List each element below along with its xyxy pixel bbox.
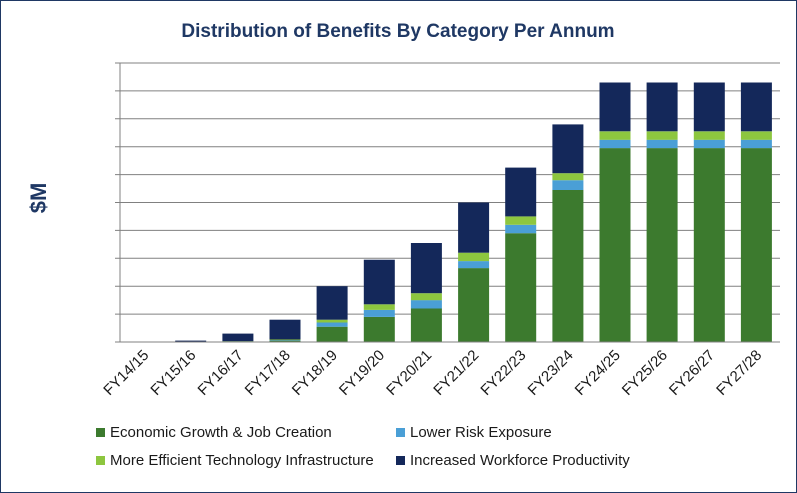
bar-segment <box>458 261 490 269</box>
bar-segment <box>269 340 301 342</box>
bar-segment <box>316 322 348 327</box>
x-tick-label: FY27/28 <box>713 347 765 399</box>
legend-label: Lower Risk Exposure <box>410 424 552 441</box>
bar-segment <box>646 131 678 140</box>
x-tick-label: FY14/15 <box>100 347 152 399</box>
x-tick-label: FY21/22 <box>430 347 482 399</box>
chart-title: Distribution of Benefits By Category Per… <box>181 21 614 42</box>
bar-segment <box>363 309 395 317</box>
bar-segment <box>410 243 442 294</box>
bar-segment <box>222 333 254 342</box>
y-axis-label: $M <box>26 183 51 214</box>
bar-segment <box>552 124 584 174</box>
legend: Economic Growth & Job Creation Lower Risk… <box>96 424 630 469</box>
bar-segment <box>410 300 442 309</box>
bar-segment <box>552 189 584 342</box>
bar-segment <box>458 202 490 253</box>
bars <box>175 82 772 342</box>
legend-swatch <box>96 456 105 465</box>
bar-segment <box>599 139 631 149</box>
x-tick-label: FY23/24 <box>525 347 577 399</box>
bar-segment <box>599 131 631 140</box>
x-tick-label: FY26/27 <box>666 347 718 399</box>
bar-segment <box>599 148 631 342</box>
x-tick-label: FY22/23 <box>477 347 529 399</box>
bar-segment <box>363 316 395 342</box>
bar-segment <box>316 326 348 342</box>
bar-segment <box>410 308 442 342</box>
bar-segment <box>740 139 772 149</box>
gridlines <box>115 62 780 343</box>
legend-label: Economic Growth & Job Creation <box>110 424 332 441</box>
bar-segment <box>316 319 348 323</box>
x-tick-label: FY25/26 <box>619 347 671 399</box>
bar-segment <box>599 82 631 132</box>
bar-segment <box>458 268 490 342</box>
bar-segment <box>363 259 395 305</box>
bar-segment <box>316 286 348 320</box>
bar-segment <box>646 148 678 342</box>
bar-segment <box>740 82 772 132</box>
x-tick-label: FY19/20 <box>336 347 388 399</box>
bar-segment <box>693 139 725 149</box>
bar-segment <box>693 148 725 342</box>
bar-segment <box>740 148 772 342</box>
x-tick-label: FY18/19 <box>289 347 341 399</box>
bar-segment <box>363 304 395 310</box>
bar-segment <box>552 173 584 181</box>
bar-segment <box>740 131 772 140</box>
legend-label: Increased Workforce Productivity <box>410 452 630 469</box>
x-tick-label: FY16/17 <box>195 347 247 399</box>
bar-segment <box>458 252 490 262</box>
legend-swatch <box>396 428 405 437</box>
x-tick-labels: FY14/15FY15/16FY16/17FY17/18FY18/19FY19/… <box>100 347 765 399</box>
bar-segment <box>505 233 537 342</box>
legend-label: More Efficient Technology Infrastructure <box>110 452 374 469</box>
bar-segment <box>505 216 537 225</box>
x-tick-label: FY15/16 <box>147 347 199 399</box>
bar-segment <box>646 139 678 149</box>
legend-swatch <box>96 428 105 437</box>
bar-segment <box>410 293 442 301</box>
x-tick-label: FY24/25 <box>572 347 624 399</box>
bar-segment <box>505 167 537 217</box>
bar-segment <box>693 82 725 132</box>
bar-segment <box>693 131 725 140</box>
bar-segment <box>269 339 301 341</box>
bar-segment <box>269 340 301 341</box>
bar-segment <box>646 82 678 132</box>
bar-segment <box>269 319 301 340</box>
bar-segment <box>552 180 584 190</box>
x-tick-label: FY17/18 <box>242 347 294 399</box>
bar-segment <box>505 224 537 234</box>
bar-segment <box>175 340 207 342</box>
legend-swatch <box>396 456 405 465</box>
x-tick-label: FY20/21 <box>383 347 435 399</box>
